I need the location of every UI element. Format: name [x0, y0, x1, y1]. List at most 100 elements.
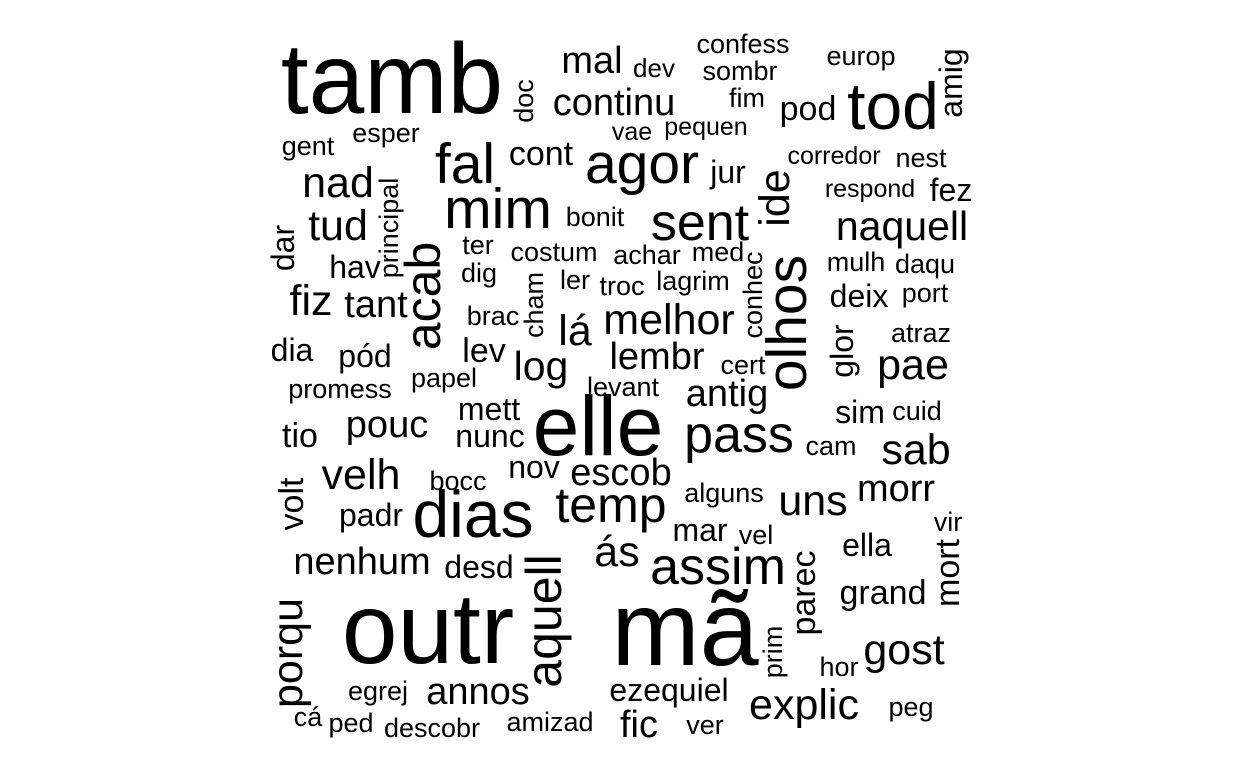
word-mulh: mulh [827, 247, 886, 277]
word-tamb: tamb [281, 23, 503, 135]
word-padr: padr [339, 497, 403, 533]
word-ella: ella [842, 527, 892, 563]
word-ter: ter [462, 230, 494, 260]
word-levant: levant [587, 372, 660, 402]
word-pód: pód [338, 338, 391, 374]
word-ver: ver [686, 710, 724, 740]
word-brac: brac [467, 301, 520, 331]
word-agor: agor [585, 132, 699, 196]
word-mim: mim [444, 177, 552, 241]
word-glor: glor [824, 324, 860, 378]
word-bonit: bonit [566, 202, 625, 232]
word-grand: grand [840, 574, 927, 612]
word-hav: hav [329, 249, 381, 285]
word-dev: dev [633, 53, 675, 83]
word-bocc: bocc [429, 466, 486, 496]
word-troc: troc [599, 271, 644, 301]
word-melhor: melhor [603, 296, 734, 344]
word-vae: vae [612, 118, 652, 146]
word-dia: dia [271, 332, 314, 368]
word-egrej: egrej [348, 676, 408, 706]
word-parec: parec [785, 550, 823, 635]
word-ped: ped [328, 708, 373, 738]
word-sent: sent [651, 194, 750, 252]
word-antig: antig [686, 373, 768, 415]
word-descobr: descobr [384, 713, 480, 743]
word-cá: cá [294, 702, 324, 732]
word-tod: tod [847, 69, 939, 143]
word-acab: acab [395, 242, 451, 350]
word-lev: lev [462, 332, 505, 370]
word-promess: promess [288, 374, 392, 404]
word-sab: sab [881, 426, 950, 474]
word-confess: confess [696, 29, 789, 59]
word-doc: doc [509, 79, 539, 123]
word-fim: fim [729, 83, 765, 113]
word-achar: achar [613, 240, 681, 270]
word-mett: mett [458, 391, 520, 427]
word-elle: elle [533, 379, 664, 473]
word-pod: pod [780, 90, 837, 128]
word-nenhum: nenhum [293, 541, 430, 583]
word-vir: vir [934, 507, 963, 537]
word-tio: tio [282, 417, 318, 455]
word-respond: respond [825, 175, 915, 203]
word-cam: cam [805, 431, 856, 461]
word-volt: volt [273, 477, 311, 530]
word-sim: sim [835, 394, 885, 430]
word-atraz: atraz [891, 318, 951, 348]
word-continu: continu [553, 82, 676, 124]
word-assim: assim [650, 538, 786, 596]
word-lembr: lembr [609, 336, 704, 378]
word-cert: cert [720, 350, 766, 380]
word-temp: temp [555, 477, 666, 533]
word-fic: fic [620, 704, 658, 746]
word-aquell: aquell [516, 554, 572, 687]
word-ler: ler [560, 265, 590, 295]
word-pequen: pequen [664, 113, 747, 141]
word-log: log [514, 343, 569, 389]
word-ide: ide [751, 169, 799, 226]
word-fez: fez [930, 172, 973, 208]
word-annos: annos [426, 671, 530, 713]
word-velh: velh [322, 451, 401, 499]
word-fiz: fiz [290, 277, 333, 325]
word-vel: vel [739, 520, 774, 550]
word-lagrim: lagrim [656, 266, 730, 296]
word-cuid: cuid [892, 396, 942, 426]
word-nest: nest [895, 143, 947, 173]
word-dar: dar [265, 225, 301, 272]
word-explic: explic [749, 681, 859, 729]
word-cont: cont [509, 135, 574, 173]
word-costum: costum [510, 237, 597, 267]
word-tud: tud [308, 202, 368, 250]
word-outr: outr [342, 573, 514, 685]
word-esper: esper [352, 118, 420, 148]
word-alguns: alguns [684, 478, 764, 508]
word-prim: prim [758, 626, 788, 679]
word-principal: principal [374, 178, 404, 279]
word-pouc: pouc [346, 404, 428, 446]
word-nad: nad [302, 159, 374, 207]
word-desd: desd [444, 549, 513, 585]
word-med: med [692, 237, 745, 267]
word-nov: nov [508, 449, 560, 485]
word-ezequiel: ezequiel [609, 672, 728, 708]
word-mar: mar [672, 512, 727, 548]
word-lá: lá [558, 307, 592, 355]
word-port: port [902, 278, 949, 308]
word-amizad: amizad [506, 707, 593, 737]
word-dig: dig [461, 258, 497, 288]
word-mal: mal [561, 40, 622, 82]
word-morr: morr [857, 468, 935, 510]
word-papel: papel [411, 363, 477, 393]
word-ás: ás [594, 528, 639, 576]
word-escob: escob [570, 452, 671, 494]
word-pae: pae [877, 341, 949, 389]
word-olhos: olhos [755, 255, 819, 391]
word-fal: fal [435, 132, 495, 196]
word-naquell: naquell [836, 203, 968, 249]
word-europ: europ [826, 41, 895, 71]
word-gost: gost [863, 626, 944, 674]
